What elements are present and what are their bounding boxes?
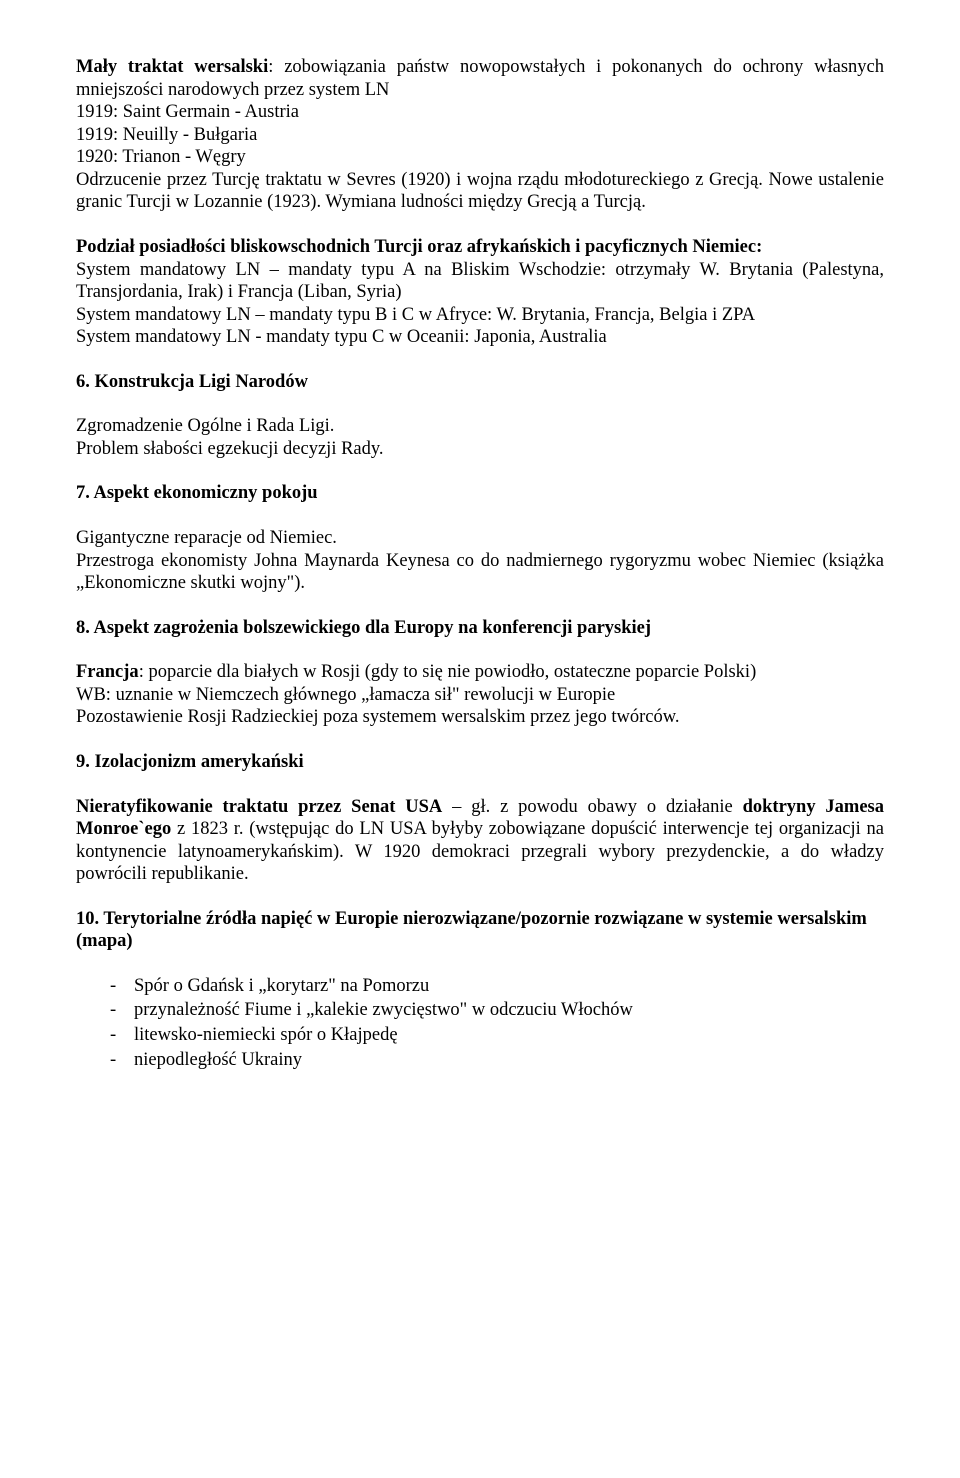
s9-rest2: z 1823 r. (wstępując do LN USA byłyby zo… [76,819,884,884]
mandates-type-b-c-africa: System mandatowy LN – mandaty typu B i C… [76,305,755,325]
mandates-type-c-oceania: System mandatowy LN - mandaty typu C w O… [76,327,607,347]
list-item: niepodległość Ukrainy [76,1049,884,1072]
treaty-1919-neuilly: 1919: Neuilly - Bułgaria [76,125,257,145]
section-8-title: 8. Aspekt zagrożenia bolszewickiego dla … [76,617,884,640]
mandates-block: Podział posiadłości bliskowschodnich Tur… [76,236,884,349]
section-6-title: 6. Konstrukcja Ligi Narodów [76,371,884,394]
treaty-1919-saint-germain: 1919: Saint Germain - Austria [76,102,299,122]
section-9-body: Nieratyfikowanie traktatu przez Senat US… [76,796,884,886]
s8-line3: Pozostawienie Rosji Radzieckiej poza sys… [76,707,679,727]
treaty-turkey-sevres: Odrzucenie przez Turcję traktatu w Sevre… [76,170,884,213]
treaty-1920-trianon: 1920: Trianon - Węgry [76,147,246,167]
s8-line2: WB: uznanie w Niemczech głównego „łamacz… [76,685,615,705]
section-7-title: 7. Aspekt ekonomiczny pokoju [76,482,884,505]
s6-line1: Zgromadzenie Ogólne i Rada Ligi. [76,416,334,436]
small-versailles-treaty-label: Mały traktat wersalski [76,57,268,77]
list-item: Spór o Gdańsk i „korytarz" na Pomorzu [76,975,884,998]
section-7-body: Gigantyczne reparacje od Niemiec. Przest… [76,527,884,595]
section-8-body: Francja: poparcie dla białych w Rosji (g… [76,661,884,729]
mandates-heading: Podział posiadłości bliskowschodnich Tur… [76,237,762,257]
document-page: Mały traktat wersalski: zobowiązania pań… [0,0,960,1133]
s9-bold1: Nieratyfikowanie traktatu przez Senat US… [76,797,442,817]
france-rest: : poparcie dla białych w Rosji (gdy to s… [139,662,757,682]
s9-rest1: – gł. z powodu obawy o działanie [442,797,742,817]
s7-line1: Gigantyczne reparacje od Niemiec. [76,528,337,548]
section-10-list: Spór o Gdańsk i „korytarz" na Pomorzu pr… [76,975,884,1071]
s7-line2: Przestroga ekonomisty Johna Maynarda Key… [76,551,884,594]
list-item: przynależność Fiume i „kalekie zwycięstw… [76,999,884,1022]
section-10-title: 10. Terytorialne źródła napięć w Europie… [76,908,884,953]
mandates-type-a: System mandatowy LN – mandaty typu A na … [76,260,884,303]
france-label: Francja [76,662,139,682]
s6-line2: Problem słabości egzekucji decyzji Rady. [76,439,384,459]
section-9-title: 9. Izolacjonizm amerykański [76,751,884,774]
section-6-body: Zgromadzenie Ogólne i Rada Ligi. Problem… [76,415,884,460]
treaty-block: Mały traktat wersalski: zobowiązania pań… [76,56,884,214]
list-item: litewsko-niemiecki spór o Kłajpedę [76,1024,884,1047]
